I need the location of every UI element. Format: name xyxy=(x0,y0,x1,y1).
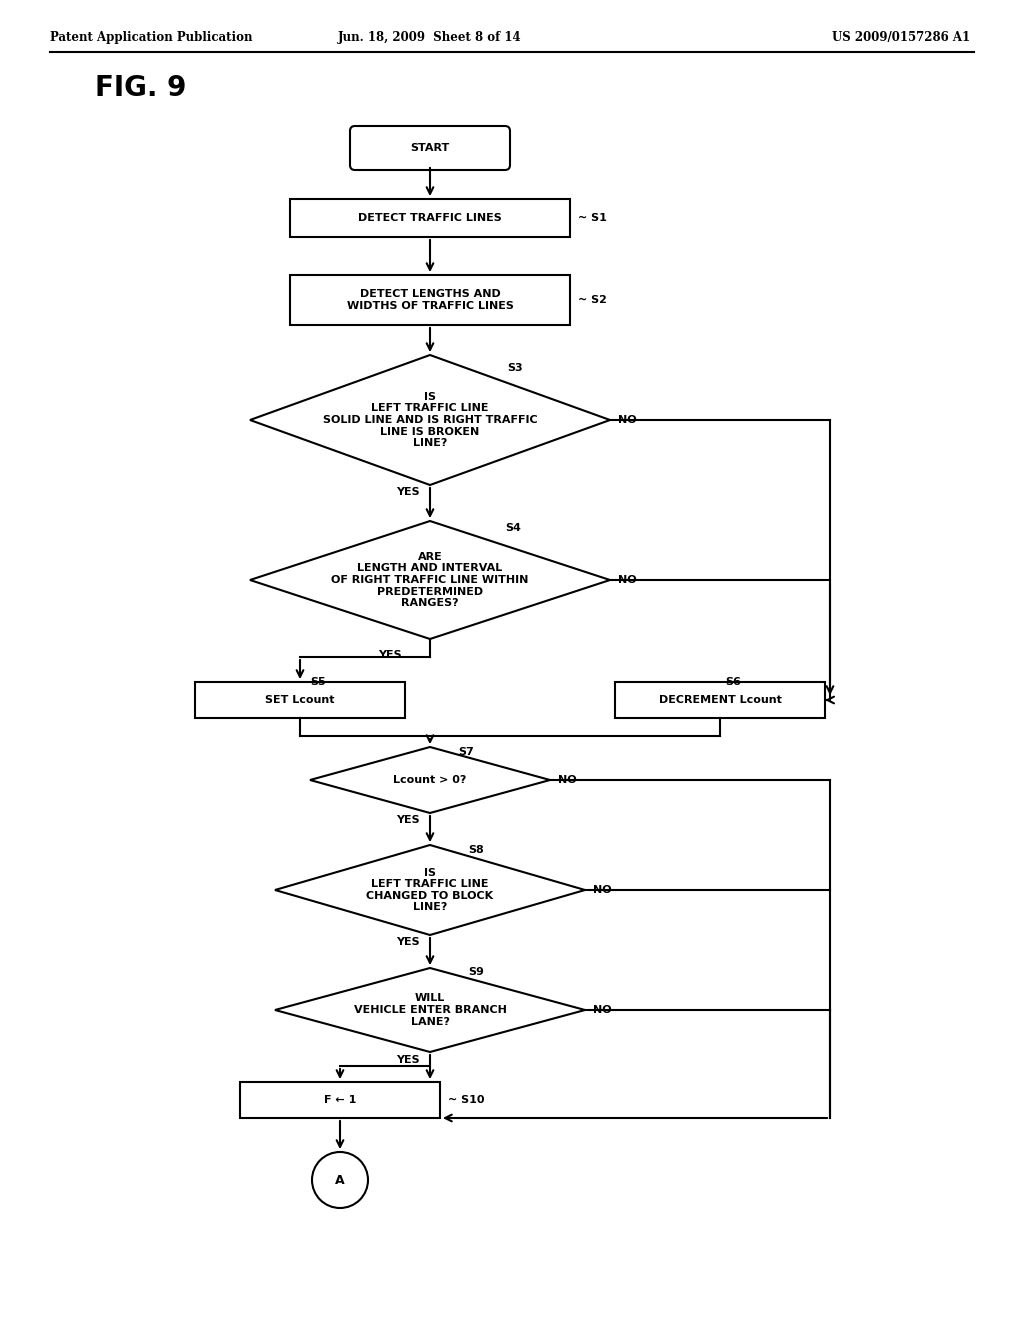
Text: YES: YES xyxy=(378,649,401,660)
Bar xyxy=(195,682,406,718)
Circle shape xyxy=(312,1152,368,1208)
Text: NO: NO xyxy=(593,1005,611,1015)
Bar xyxy=(290,199,570,238)
Polygon shape xyxy=(310,747,550,813)
Text: YES: YES xyxy=(396,814,420,825)
Text: IS
LEFT TRAFFIC LINE
SOLID LINE AND IS RIGHT TRAFFIC
LINE IS BROKEN
LINE?: IS LEFT TRAFFIC LINE SOLID LINE AND IS R… xyxy=(323,392,538,449)
Polygon shape xyxy=(250,355,610,484)
Text: US 2009/0157286 A1: US 2009/0157286 A1 xyxy=(831,32,970,45)
Text: ~ S10: ~ S10 xyxy=(449,1096,484,1105)
Text: YES: YES xyxy=(396,937,420,946)
Text: START: START xyxy=(411,143,450,153)
Polygon shape xyxy=(250,521,610,639)
Text: Patent Application Publication: Patent Application Publication xyxy=(50,32,253,45)
Text: ARE
LENGTH AND INTERVAL
OF RIGHT TRAFFIC LINE WITHIN
PREDETERMINED
RANGES?: ARE LENGTH AND INTERVAL OF RIGHT TRAFFIC… xyxy=(332,552,528,609)
FancyBboxPatch shape xyxy=(350,125,510,170)
Text: F ← 1: F ← 1 xyxy=(324,1096,356,1105)
Text: NO: NO xyxy=(618,414,637,425)
Text: NO: NO xyxy=(618,576,637,585)
Text: A: A xyxy=(335,1173,345,1187)
Text: NO: NO xyxy=(593,884,611,895)
Bar xyxy=(240,1082,440,1118)
Text: ~ S1: ~ S1 xyxy=(578,213,607,223)
Text: YES: YES xyxy=(396,1055,420,1065)
Text: S7: S7 xyxy=(458,747,474,756)
Text: ~ S2: ~ S2 xyxy=(578,294,607,305)
Text: DETECT LENGTHS AND
WIDTHS OF TRAFFIC LINES: DETECT LENGTHS AND WIDTHS OF TRAFFIC LIN… xyxy=(346,289,513,310)
Text: SET Lcount: SET Lcount xyxy=(265,696,335,705)
Polygon shape xyxy=(275,845,585,935)
Text: Lcount > 0?: Lcount > 0? xyxy=(393,775,467,785)
Text: S6: S6 xyxy=(725,677,741,686)
Text: NO: NO xyxy=(558,775,577,785)
Text: S4: S4 xyxy=(505,523,521,533)
Text: S3: S3 xyxy=(507,363,522,374)
Text: S5: S5 xyxy=(310,677,326,686)
Polygon shape xyxy=(275,968,585,1052)
Text: DETECT TRAFFIC LINES: DETECT TRAFFIC LINES xyxy=(358,213,502,223)
Text: FIG. 9: FIG. 9 xyxy=(95,74,186,102)
Text: IS
LEFT TRAFFIC LINE
CHANGED TO BLOCK
LINE?: IS LEFT TRAFFIC LINE CHANGED TO BLOCK LI… xyxy=(367,867,494,912)
Text: YES: YES xyxy=(396,487,420,498)
Bar xyxy=(615,682,825,718)
Text: S9: S9 xyxy=(468,968,484,977)
Text: Jun. 18, 2009  Sheet 8 of 14: Jun. 18, 2009 Sheet 8 of 14 xyxy=(338,32,522,45)
Bar xyxy=(290,275,570,325)
Text: WILL
VEHICLE ENTER BRANCH
LANE?: WILL VEHICLE ENTER BRANCH LANE? xyxy=(353,994,507,1027)
Text: S8: S8 xyxy=(468,845,483,855)
Text: DECREMENT Lcount: DECREMENT Lcount xyxy=(658,696,781,705)
